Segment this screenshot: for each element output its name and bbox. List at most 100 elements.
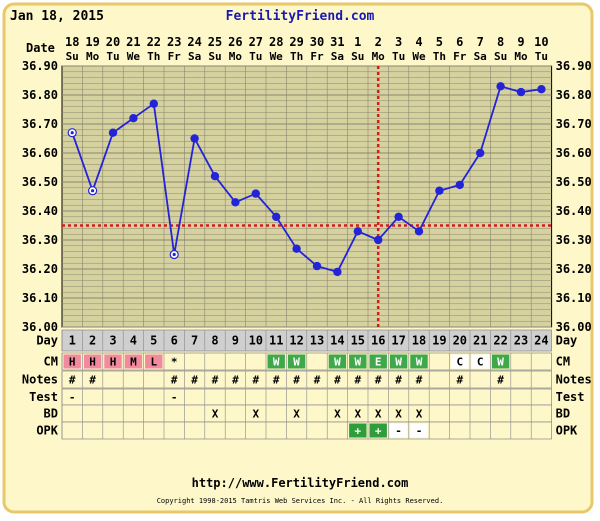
weekday-tick: We xyxy=(127,50,141,63)
cell-cycle_days: 10 xyxy=(249,334,263,348)
temp-point xyxy=(251,189,260,198)
temp-point-center xyxy=(172,252,176,257)
temp-point xyxy=(333,267,342,277)
cell-cycle_days: 19 xyxy=(432,334,446,348)
cell-cycle_days: 6 xyxy=(171,334,178,348)
date-tick: 30 xyxy=(310,35,324,49)
cell-bd: X xyxy=(395,408,402,421)
temp-point xyxy=(455,180,464,190)
cell-test: - xyxy=(69,391,76,404)
date-tick: 19 xyxy=(85,35,99,49)
cell-cycle_days: 24 xyxy=(534,334,548,348)
cell-cm: W xyxy=(395,356,402,369)
cell-cm: * xyxy=(171,356,178,369)
cell-cycle_days: 23 xyxy=(514,334,528,348)
date-tick: 27 xyxy=(249,35,263,49)
date-tick: 8 xyxy=(497,35,504,49)
temp-point-center xyxy=(91,189,95,193)
cell-cycle_days: 21 xyxy=(473,334,487,348)
row-label-right: Test xyxy=(556,390,585,404)
row-label-left: Notes xyxy=(22,373,58,387)
cell-cycle_days: 16 xyxy=(371,334,385,348)
temp-point xyxy=(149,99,158,108)
cell-cm: L xyxy=(150,356,157,369)
cell-cycle_days: 9 xyxy=(232,334,239,348)
cell-notes: # xyxy=(334,374,341,387)
row-label-left: BD xyxy=(44,407,58,421)
cell-bg-cm xyxy=(124,354,143,369)
row-label-right: Notes xyxy=(556,373,592,387)
date-tick: 4 xyxy=(415,35,422,49)
cell-cm: H xyxy=(69,356,76,369)
y-tick-left: 36.20 xyxy=(22,262,58,276)
cell-bg-cm xyxy=(451,354,469,369)
cell-test: - xyxy=(171,391,178,404)
date-tick: 22 xyxy=(147,35,161,49)
row-label-right: BD xyxy=(556,407,570,421)
temp-point xyxy=(129,114,138,123)
footer-copyright: Copyright 1998-2015 Tamtris Web Services… xyxy=(157,497,444,505)
y-tick-left: 36.90 xyxy=(22,59,58,73)
date-tick: 1 xyxy=(354,35,361,49)
date-label: Date xyxy=(26,41,55,55)
cell-cycle_days: 18 xyxy=(412,334,426,348)
weekday-tick: Su xyxy=(66,50,79,63)
weekday-tick: We xyxy=(412,50,426,63)
weekday-tick: Tu xyxy=(249,50,262,63)
weekday-tick: Th xyxy=(433,50,446,63)
temp-point xyxy=(231,198,240,207)
weekday-tick: Fr xyxy=(168,50,182,63)
cell-cycle_days: 11 xyxy=(269,334,283,348)
cell-bg-cm xyxy=(491,354,510,369)
cell-notes: # xyxy=(171,374,178,387)
cell-notes: # xyxy=(273,374,280,387)
weekday-tick: Su xyxy=(351,50,364,63)
y-tick-left: 36.70 xyxy=(22,117,58,131)
footer-url: http://www.FertilityFriend.com xyxy=(192,476,409,490)
cell-bg-cm xyxy=(104,354,122,369)
cell-cm: W xyxy=(354,356,361,369)
cell-notes: # xyxy=(497,374,504,387)
weekday-tick: Tu xyxy=(535,50,548,63)
cell-cm: C xyxy=(477,356,484,369)
weekday-tick: Tu xyxy=(392,50,405,63)
cell-notes: # xyxy=(314,374,321,387)
cell-notes: # xyxy=(416,374,423,387)
y-tick-left: 36.30 xyxy=(22,233,58,247)
date-tick: 5 xyxy=(436,35,443,49)
cell-cm: H xyxy=(89,356,96,369)
cell-bg-opk xyxy=(410,423,428,438)
weekday-tick: We xyxy=(270,50,284,63)
temp-point xyxy=(435,186,444,195)
y-tick-left: 36.40 xyxy=(22,204,58,218)
cell-cycle_days: 1 xyxy=(69,334,76,348)
cell-notes: # xyxy=(89,374,96,387)
cell-cycle_days: 20 xyxy=(453,334,467,348)
cell-notes: # xyxy=(456,374,463,387)
temp-point xyxy=(496,82,505,91)
y-tick-left: 36.80 xyxy=(22,88,58,102)
date-tick: 21 xyxy=(126,35,140,49)
row-label-left: CM xyxy=(44,355,58,369)
y-tick-left: 36.10 xyxy=(22,291,58,305)
y-tick-right: 36.80 xyxy=(556,88,592,102)
cell-bg-opk xyxy=(349,423,367,438)
date-tick: 2 xyxy=(375,35,382,49)
cell-cm: C xyxy=(456,356,463,369)
cell-cycle_days: 4 xyxy=(130,334,137,348)
cell-bg-cm xyxy=(410,354,428,369)
temp-point xyxy=(537,85,546,94)
date-tick: 7 xyxy=(477,35,484,49)
cell-cm: W xyxy=(497,356,504,369)
y-tick-right: 36.70 xyxy=(556,117,592,131)
temp-point xyxy=(353,227,362,236)
cell-cm: W xyxy=(416,356,423,369)
y-tick-right: 36.20 xyxy=(556,262,592,276)
temp-point xyxy=(210,172,220,181)
cell-bg-cm xyxy=(63,354,81,369)
cell-bg-opk xyxy=(369,423,387,438)
y-tick-right: 36.10 xyxy=(556,291,592,305)
y-tick-right: 36.60 xyxy=(556,146,592,160)
cell-bg-cm xyxy=(83,354,102,369)
cell-opk: + xyxy=(354,425,361,438)
